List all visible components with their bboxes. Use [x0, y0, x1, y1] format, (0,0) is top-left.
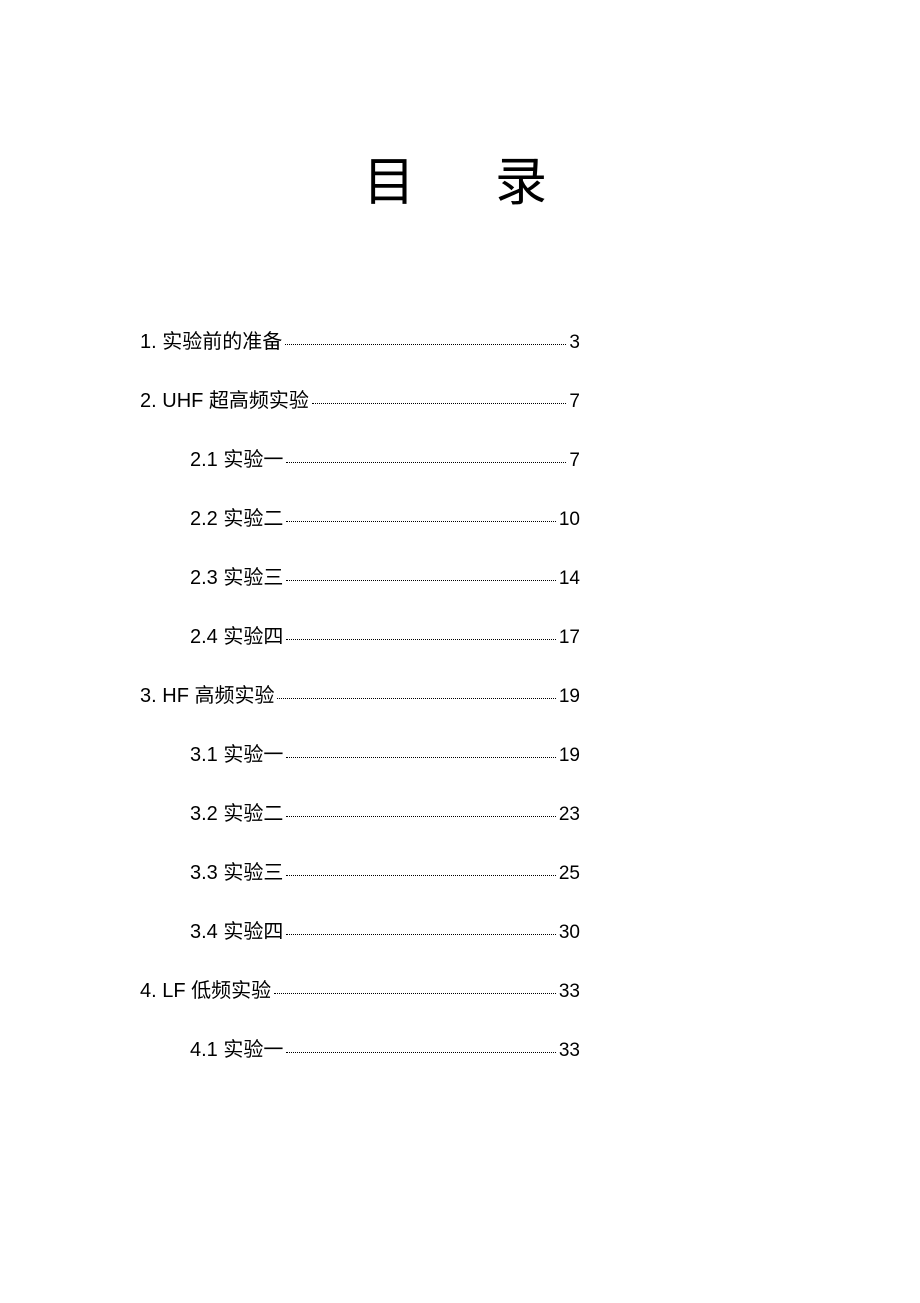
toc-entry-label: 1. 实验前的准备	[140, 325, 282, 354]
toc-leader-dots	[286, 521, 555, 522]
toc-entry-label: 2.4 实验四	[190, 620, 283, 649]
toc-entry-label: 3. HF 高频实验	[140, 679, 274, 708]
toc-entry-label: 2. UHF 超高频实验	[140, 384, 309, 413]
toc-entry-page: 19	[559, 686, 580, 708]
toc-entry: 2.4 实验四 17	[140, 620, 580, 649]
toc-entry-page: 33	[559, 981, 580, 1003]
toc-leader-dots	[286, 1052, 555, 1053]
toc-entry: 4. LF 低频实验 33	[140, 974, 580, 1003]
toc-leader-dots	[286, 462, 566, 463]
toc-entry: 2.2 实验二 10	[140, 502, 580, 531]
toc-entry-number: 2.1	[190, 449, 218, 471]
toc-entry-page: 23	[559, 804, 580, 826]
toc-entry-number: 4.1	[190, 1039, 218, 1061]
toc-entry-text: 实验一	[218, 449, 284, 471]
toc-entry: 2.1 实验一 7	[140, 443, 580, 472]
toc-entry-text: 实验一	[218, 1039, 284, 1061]
toc-entry-number: 1.	[140, 331, 157, 353]
toc-entry-number: 3.2	[190, 803, 218, 825]
toc-entry-page: 25	[559, 863, 580, 885]
toc-entry-page: 33	[559, 1040, 580, 1062]
toc-entry-number: 4.	[140, 980, 157, 1002]
toc-entry-page: 7	[569, 391, 580, 413]
toc-entry: 3.4 实验四 30	[140, 915, 580, 944]
toc-entry-number: 3.4	[190, 921, 218, 943]
toc-entry: 2.3 实验三 14	[140, 561, 580, 590]
toc-entry-text: LF 低频实验	[157, 980, 271, 1002]
toc-entry-text: 实验三	[218, 862, 284, 884]
toc-entry-number: 3.	[140, 685, 157, 707]
toc-entry-number: 2.	[140, 390, 157, 412]
toc-entry-number: 2.2	[190, 508, 218, 530]
toc-entry-page: 30	[559, 922, 580, 944]
toc-leader-dots	[286, 934, 555, 935]
toc-entry-text: UHF 超高频实验	[157, 390, 309, 412]
toc-entry-page: 14	[559, 568, 580, 590]
toc-entry-page: 19	[559, 745, 580, 767]
table-of-contents: 1. 实验前的准备 3 2. UHF 超高频实验 7 2.1 实验一 7 2.2 实验二 10…	[140, 325, 580, 1062]
toc-leader-dots	[286, 816, 555, 817]
toc-entry-page: 7	[569, 450, 580, 472]
toc-entry-text: HF 高频实验	[157, 685, 275, 707]
toc-entry-label: 3.3 实验三	[190, 856, 283, 885]
toc-entry-label: 3.2 实验二	[190, 797, 283, 826]
toc-leader-dots	[286, 757, 555, 758]
toc-entry-text: 实验二	[218, 508, 284, 530]
toc-entry-number: 3.1	[190, 744, 218, 766]
toc-entry-text: 实验四	[218, 626, 284, 648]
toc-entry-number: 2.4	[190, 626, 218, 648]
toc-entry-text: 实验四	[218, 921, 284, 943]
toc-entry-label: 2.1 实验一	[190, 443, 283, 472]
page-title: 目录	[210, 140, 780, 215]
toc-entry-number: 2.3	[190, 567, 218, 589]
toc-entry-label: 4. LF 低频实验	[140, 974, 271, 1003]
toc-entry-number: 3.3	[190, 862, 218, 884]
toc-entry-label: 2.2 实验二	[190, 502, 283, 531]
toc-entry-text: 实验二	[218, 803, 284, 825]
toc-entry: 3.2 实验二 23	[140, 797, 580, 826]
toc-entry: 1. 实验前的准备 3	[140, 325, 580, 354]
toc-leader-dots	[286, 875, 555, 876]
toc-leader-dots	[286, 580, 555, 581]
toc-entry-page: 3	[569, 332, 580, 354]
toc-entry-text: 实验前的准备	[157, 331, 283, 353]
toc-entry-page: 17	[559, 627, 580, 649]
toc-leader-dots	[286, 639, 555, 640]
toc-entry: 4.1 实验一 33	[140, 1033, 580, 1062]
toc-leader-dots	[285, 344, 566, 345]
document-page: 目录 1. 实验前的准备 3 2. UHF 超高频实验 7 2.1 实验一 7 2.2 实验…	[0, 0, 920, 1172]
toc-entry: 2. UHF 超高频实验 7	[140, 384, 580, 413]
toc-entry: 3.1 实验一 19	[140, 738, 580, 767]
toc-entry: 3.3 实验三 25	[140, 856, 580, 885]
toc-leader-dots	[312, 403, 567, 404]
toc-entry-text: 实验三	[218, 567, 284, 589]
toc-leader-dots	[277, 698, 555, 699]
toc-entry-label: 3.1 实验一	[190, 738, 283, 767]
toc-entry: 3. HF 高频实验 19	[140, 679, 580, 708]
toc-entry-label: 4.1 实验一	[190, 1033, 283, 1062]
toc-entry-label: 3.4 实验四	[190, 915, 283, 944]
toc-entry-label: 2.3 实验三	[190, 561, 283, 590]
toc-leader-dots	[274, 993, 556, 994]
toc-entry-text: 实验一	[218, 744, 284, 766]
toc-entry-page: 10	[559, 509, 580, 531]
